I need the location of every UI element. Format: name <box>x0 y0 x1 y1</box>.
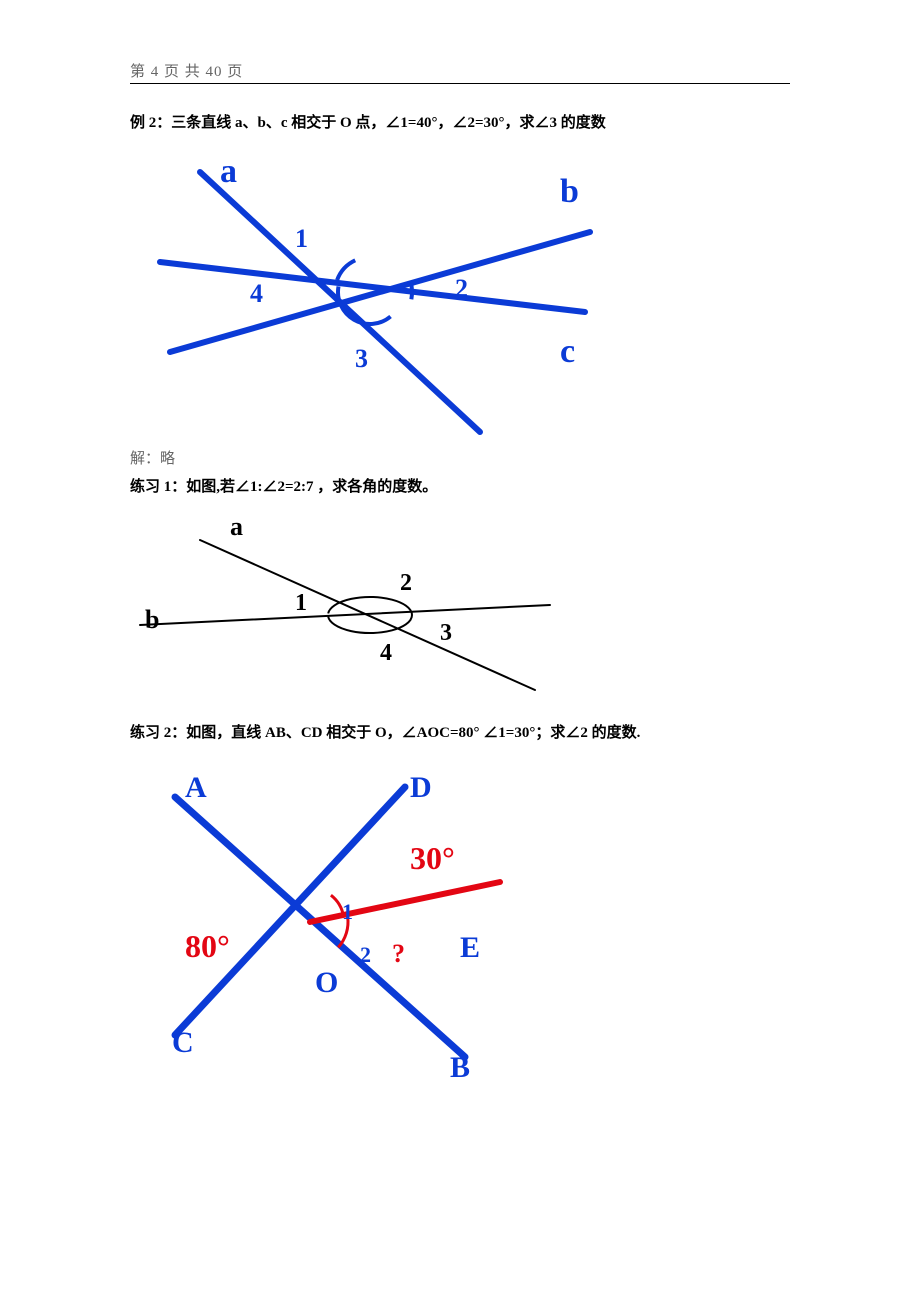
diagram-2: a b 1 2 3 4 <box>130 510 560 700</box>
svg-text:30°: 30° <box>410 840 455 876</box>
svg-text:1: 1 <box>342 899 353 924</box>
diagram-3: A D C B E O 80° 30° 12? <box>130 757 550 1097</box>
svg-text:B: B <box>450 1051 470 1084</box>
problem3-text: 练习 2：如图，直线 AB、CD 相交于 O，∠AOC=80° ∠1=30°；求… <box>130 722 790 745</box>
page-header: 第 4 页 共 40 页 <box>130 60 790 84</box>
svg-text:3: 3 <box>355 344 368 373</box>
svg-text:a: a <box>220 153 237 190</box>
svg-text:O: O <box>315 966 338 999</box>
problem1-text: 例 2：三条直线 a、b、c 相交于 O 点，∠1=40°，∠2=30°，求∠3… <box>130 112 790 135</box>
svg-text:c: c <box>560 333 575 370</box>
svg-text:1: 1 <box>295 224 308 253</box>
problem2-text: 练习 1：如图,若∠1:∠2=2:7 ，求各角的度数。 <box>130 476 790 499</box>
svg-text:2: 2 <box>360 942 371 967</box>
svg-text:b: b <box>560 173 579 210</box>
svg-text:C: C <box>172 1026 194 1059</box>
svg-text:2: 2 <box>455 274 468 303</box>
problem1-answer: 解：略 <box>130 447 790 468</box>
svg-text:80°: 80° <box>185 928 230 964</box>
svg-text:D: D <box>410 771 432 804</box>
svg-text:b: b <box>145 605 159 634</box>
svg-text:A: A <box>185 771 207 804</box>
svg-text:4: 4 <box>380 640 392 666</box>
svg-text:1: 1 <box>295 590 307 616</box>
svg-text:4: 4 <box>250 279 263 308</box>
diagram-1: a b c 1 2 3 4 <box>130 147 610 437</box>
svg-text:a: a <box>230 512 243 541</box>
svg-text:?: ? <box>392 939 405 968</box>
svg-text:E: E <box>460 931 480 964</box>
svg-text:3: 3 <box>440 620 452 646</box>
svg-text:2: 2 <box>400 570 412 596</box>
